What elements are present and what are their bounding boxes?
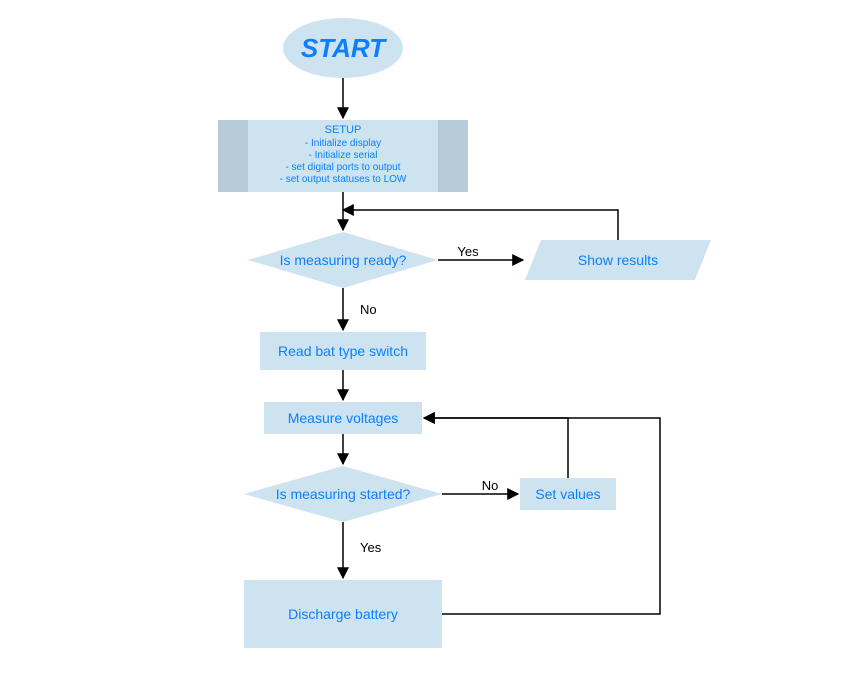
flowchart-canvas: START SETUP - Initialize display - Initi…: [0, 0, 851, 681]
edge-started-yes-label: Yes: [360, 540, 382, 555]
node-is-started: Is measuring started?: [244, 466, 442, 522]
is-ready-label: Is measuring ready?: [280, 252, 407, 268]
node-measure-voltages: Measure voltages: [264, 402, 422, 434]
edge-started-no-label: No: [482, 478, 499, 493]
set-values-label: Set values: [535, 486, 600, 502]
edge-showresults-loop: [343, 210, 618, 240]
edge-ready-no-label: No: [360, 302, 377, 317]
edge-discharge-loop: [424, 418, 660, 614]
show-results-label: Show results: [578, 252, 658, 268]
node-discharge: Discharge battery: [244, 580, 442, 648]
node-setup: SETUP - Initialize display - Initialize …: [218, 120, 468, 192]
setup-line-0: - Initialize display: [305, 138, 381, 149]
node-read-switch: Read bat type switch: [260, 332, 426, 370]
setup-line-1: - Initialize serial: [309, 150, 378, 161]
discharge-label: Discharge battery: [288, 606, 398, 622]
edge-setvalues-loop: [424, 418, 568, 478]
is-started-label: Is measuring started?: [276, 486, 411, 502]
read-switch-label: Read bat type switch: [278, 343, 408, 359]
node-is-ready: Is measuring ready?: [248, 232, 438, 288]
setup-line-3: - set output statuses to LOW: [280, 174, 407, 185]
measure-voltages-label: Measure voltages: [288, 410, 399, 426]
node-set-values: Set values: [520, 478, 616, 510]
node-show-results: Show results: [525, 240, 711, 280]
start-label: START: [301, 33, 387, 63]
setup-header: SETUP: [325, 124, 362, 136]
edge-ready-yes-label: Yes: [457, 244, 479, 259]
node-start: START: [283, 18, 403, 78]
setup-line-2: - set digital ports to output: [285, 162, 400, 173]
